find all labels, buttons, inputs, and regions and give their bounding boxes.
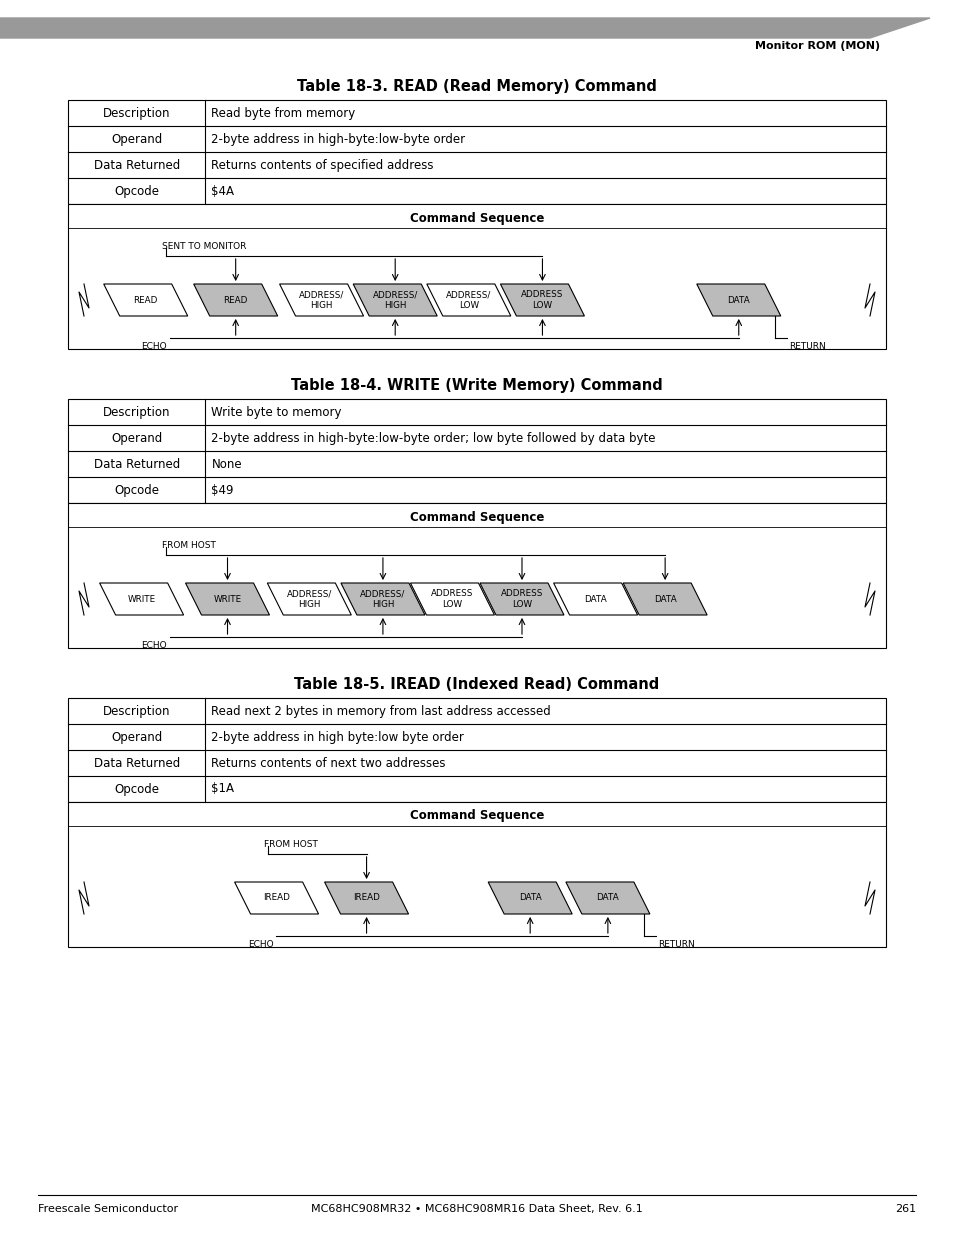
Text: READ: READ [133,295,158,305]
Text: 2-byte address in high byte:low byte order: 2-byte address in high byte:low byte ord… [212,730,464,743]
Polygon shape [553,583,637,615]
Polygon shape [565,882,649,914]
Text: ECHO: ECHO [248,940,274,948]
Text: ADDRESS/
HIGH: ADDRESS/ HIGH [286,589,332,609]
Text: Table 18-5. IREAD (Indexed Read) Command: Table 18-5. IREAD (Indexed Read) Command [294,677,659,692]
Text: ADDRESS
LOW: ADDRESS LOW [500,589,542,609]
Text: Data Returned: Data Returned [93,158,180,172]
Text: Operand: Operand [111,431,162,445]
Text: READ: READ [223,295,248,305]
Text: ADDRESS/
HIGH: ADDRESS/ HIGH [360,589,405,609]
Text: $4A: $4A [212,184,234,198]
Text: DATA: DATA [653,594,676,604]
Polygon shape [622,583,706,615]
Text: IREAD: IREAD [263,893,290,903]
Text: Operand: Operand [111,730,162,743]
Text: $49: $49 [212,483,233,496]
Text: ECHO: ECHO [141,641,167,650]
Text: WRITE: WRITE [213,594,241,604]
Polygon shape [500,284,584,316]
Text: Freescale Semiconductor: Freescale Semiconductor [38,1204,178,1214]
Text: Operand: Operand [111,132,162,146]
Text: Opcode: Opcode [114,184,159,198]
Text: Command Sequence: Command Sequence [410,211,543,225]
Text: Returns contents of next two addresses: Returns contents of next two addresses [212,757,445,769]
Text: RETURN: RETURN [788,342,824,351]
Polygon shape [488,882,572,914]
Polygon shape [193,284,277,316]
Text: ADDRESS
LOW: ADDRESS LOW [520,290,563,310]
Text: Table 18-3. READ (Read Memory) Command: Table 18-3. READ (Read Memory) Command [296,79,657,94]
Text: FROM HOST: FROM HOST [264,840,318,848]
Polygon shape [185,583,270,615]
Text: Data Returned: Data Returned [93,457,180,471]
Text: RETURN: RETURN [658,940,694,948]
Text: Monitor ROM (MON): Monitor ROM (MON) [754,41,879,51]
Text: Description: Description [103,704,171,718]
Polygon shape [410,583,494,615]
Polygon shape [279,284,363,316]
Text: DATA: DATA [596,893,618,903]
Polygon shape [340,583,424,615]
Text: 2-byte address in high-byte:low-byte order: 2-byte address in high-byte:low-byte ord… [212,132,465,146]
Text: WRITE: WRITE [128,594,155,604]
Bar [68,100,885,204]
Text: Data Returned: Data Returned [93,757,180,769]
Polygon shape [99,583,183,615]
Text: Opcode: Opcode [114,783,159,795]
Text: DATA: DATA [518,893,541,903]
Bar [68,399,885,503]
Text: ADDRESS/
LOW: ADDRESS/ LOW [446,290,491,310]
Bar [68,503,885,648]
Text: Read byte from memory: Read byte from memory [212,106,355,120]
Text: Read next 2 bytes in memory from last address accessed: Read next 2 bytes in memory from last ad… [212,704,551,718]
Text: None: None [212,457,242,471]
Text: $1A: $1A [212,783,234,795]
Text: Description: Description [103,106,171,120]
Polygon shape [353,284,436,316]
Text: ADDRESS
LOW: ADDRESS LOW [431,589,473,609]
Text: Command Sequence: Command Sequence [410,809,543,823]
Text: FROM HOST: FROM HOST [162,541,215,550]
Text: 2-byte address in high-byte:low-byte order; low byte followed by data byte: 2-byte address in high-byte:low-byte ord… [212,431,656,445]
Text: Command Sequence: Command Sequence [410,510,543,524]
Text: ECHO: ECHO [141,342,167,351]
Bar [68,802,885,947]
Text: SENT TO MONITOR: SENT TO MONITOR [162,242,246,251]
Polygon shape [324,882,408,914]
Text: ADDRESS/
HIGH: ADDRESS/ HIGH [372,290,417,310]
Polygon shape [0,19,929,38]
Polygon shape [104,284,188,316]
Polygon shape [479,583,563,615]
Text: Returns contents of specified address: Returns contents of specified address [212,158,434,172]
Text: Write byte to memory: Write byte to memory [212,405,341,419]
Text: IREAD: IREAD [353,893,379,903]
Polygon shape [267,583,351,615]
Text: 261: 261 [894,1204,915,1214]
Text: DATA: DATA [583,594,606,604]
Text: Table 18-4. WRITE (Write Memory) Command: Table 18-4. WRITE (Write Memory) Command [291,378,662,393]
Text: Opcode: Opcode [114,483,159,496]
Bar [68,204,885,350]
Text: MC68HC908MR32 • MC68HC908MR16 Data Sheet, Rev. 6.1: MC68HC908MR32 • MC68HC908MR16 Data Sheet… [311,1204,642,1214]
Polygon shape [426,284,510,316]
Polygon shape [234,882,318,914]
Bar [68,698,885,802]
Text: Description: Description [103,405,171,419]
Text: DATA: DATA [726,295,749,305]
Polygon shape [696,284,780,316]
Text: ADDRESS/
HIGH: ADDRESS/ HIGH [298,290,344,310]
